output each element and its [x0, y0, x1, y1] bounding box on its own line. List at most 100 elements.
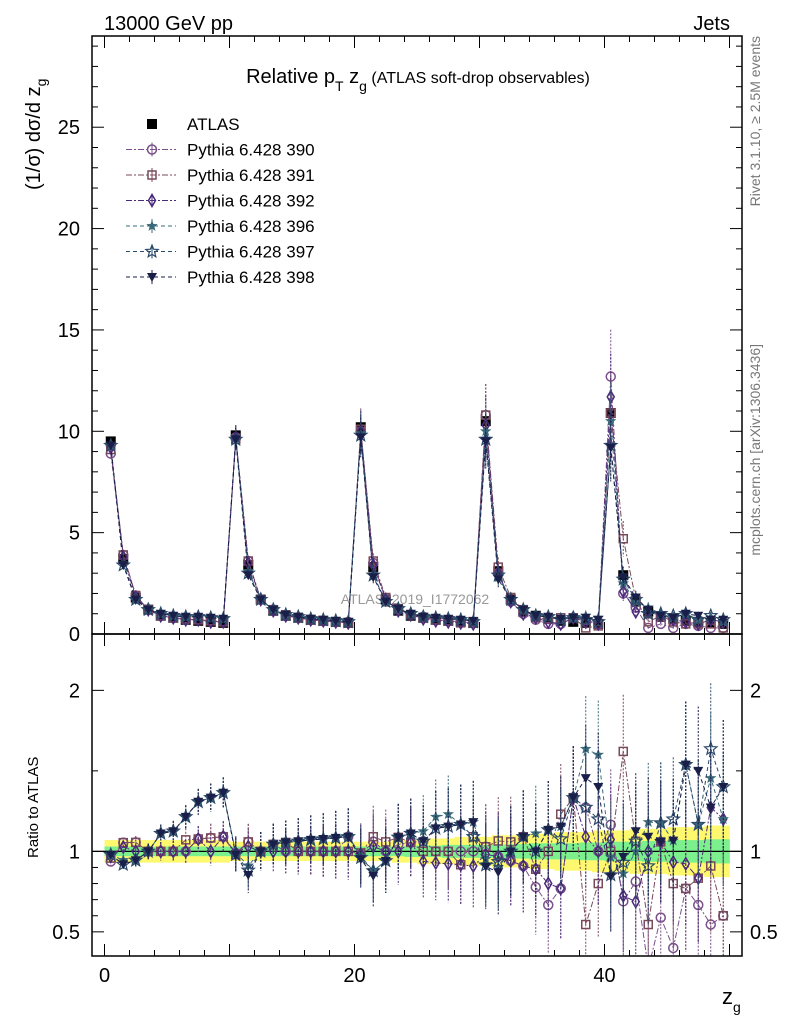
series-line — [110, 751, 724, 925]
ratio-point — [418, 837, 429, 847]
ratio-point — [405, 829, 416, 839]
ratio-point — [431, 855, 441, 871]
ratio-point — [255, 847, 266, 857]
data-point — [305, 614, 316, 624]
data-point — [718, 615, 729, 625]
ratio-point — [243, 837, 253, 847]
data-point — [606, 389, 616, 405]
ratio-point — [305, 835, 316, 845]
x-tick-label: 0 — [99, 965, 110, 987]
data-point — [430, 613, 441, 623]
ratio-point — [443, 856, 453, 872]
ratio-y-tick-label: 2 — [69, 680, 80, 702]
data-point — [168, 611, 179, 621]
data-point — [255, 595, 266, 605]
ratio-point — [505, 847, 516, 857]
ratio-point — [468, 858, 478, 874]
ratio-point — [718, 911, 728, 921]
ratio-point — [443, 822, 454, 832]
data-point — [680, 609, 691, 619]
legend-label: ATLAS — [187, 115, 240, 134]
data-point — [618, 573, 629, 583]
ratio-point — [644, 964, 653, 973]
ratio-point — [618, 746, 628, 757]
ratio-point — [703, 740, 719, 756]
ratio-point — [465, 828, 481, 844]
ratio-point — [615, 854, 631, 870]
series-line — [110, 396, 724, 625]
series-ratio-1 — [105, 746, 729, 973]
ratio-y-tick-label-right: 2 — [750, 680, 761, 702]
legend-label: Pythia 6.428 392 — [187, 192, 315, 211]
data-point — [618, 583, 628, 599]
ratio-point — [543, 825, 554, 835]
data-point — [593, 615, 604, 625]
ratio-point — [418, 853, 428, 869]
ratio-point — [655, 912, 666, 923]
ratio-point — [355, 855, 366, 865]
ratio-point — [318, 834, 329, 844]
ratio-point — [155, 829, 166, 839]
data-point — [493, 575, 504, 585]
ratio-point — [268, 840, 279, 850]
ratio-point — [168, 843, 178, 859]
data-point — [368, 573, 379, 583]
rivet-label: Rivet 3.1.10, ≥ 2.5M events — [747, 36, 763, 206]
y-tick-label: 0 — [69, 624, 80, 646]
ratio-y-tick-label-right: 1 — [750, 841, 761, 863]
ratio-point — [306, 843, 316, 859]
x-axis-label: zg — [722, 984, 741, 1015]
main-panel: 0 5 10 15 20 25 — [58, 35, 743, 646]
ratio-point — [180, 812, 191, 822]
data-point — [568, 613, 579, 623]
series-main-3 — [106, 353, 728, 632]
watermark: ATLAS_2019_I1772062 — [341, 591, 490, 607]
legend-marker — [146, 220, 158, 231]
ratio-point — [368, 871, 379, 881]
ratio-point — [693, 766, 704, 776]
data-point — [605, 443, 616, 453]
mcplots-label: mcplots.cern.ch [arXiv:1306.3436] — [747, 344, 763, 556]
ratio-frame — [91, 633, 743, 957]
ratio-y-tick-label: 0.5 — [52, 922, 80, 944]
ratio-point — [643, 832, 654, 842]
data-point — [468, 616, 479, 626]
data-point — [643, 605, 654, 615]
data-point — [418, 612, 429, 622]
data-point — [655, 611, 666, 621]
ratio-point — [193, 797, 204, 807]
data-point — [405, 609, 416, 619]
data-point — [155, 609, 166, 619]
data-point — [505, 595, 516, 605]
data-point — [631, 604, 641, 620]
data-point — [143, 605, 154, 615]
ratio-point — [168, 827, 179, 837]
legend-marker — [144, 243, 160, 259]
series-line — [110, 748, 724, 876]
ratio-point — [681, 856, 691, 872]
data-point — [630, 593, 641, 603]
data-point — [668, 613, 679, 623]
series-main-1 — [105, 329, 729, 634]
data-point — [693, 611, 704, 621]
ratio-point — [218, 829, 228, 845]
ratio-point — [593, 782, 604, 792]
y-tick-label: 10 — [58, 421, 80, 443]
data-point — [218, 614, 229, 624]
legend-label: Pythia 6.428 396 — [187, 217, 315, 236]
ratio-point — [668, 836, 679, 846]
ratio-point — [456, 857, 466, 873]
ratio-point — [518, 832, 529, 842]
series-main-6 — [105, 413, 729, 627]
ratio-point — [181, 843, 191, 859]
y-tick-label: 15 — [58, 320, 80, 342]
ratio-point — [556, 881, 566, 896]
ratio-point — [268, 843, 278, 859]
ratio-y-tick-label-right: 0.5 — [750, 922, 778, 944]
data-point — [293, 612, 304, 622]
ratio-point — [630, 827, 641, 837]
y-tick-label: 20 — [58, 219, 80, 241]
ratio-point — [492, 860, 504, 872]
data-point — [480, 437, 491, 447]
